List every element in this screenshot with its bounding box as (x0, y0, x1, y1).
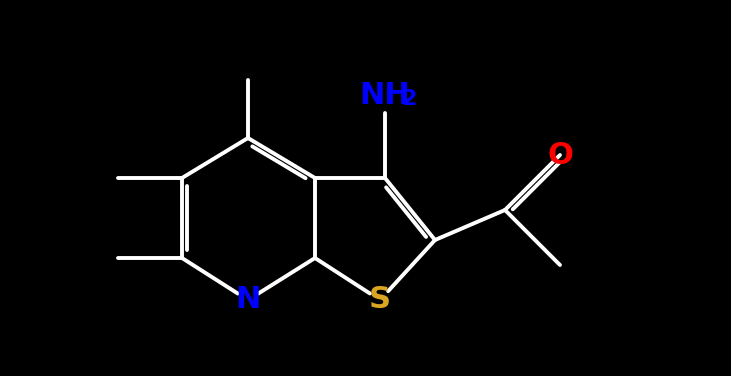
Text: O: O (547, 141, 573, 170)
Text: N: N (235, 285, 261, 314)
Text: 2: 2 (401, 89, 417, 109)
Text: NH: NH (360, 80, 410, 109)
Text: S: S (369, 285, 391, 314)
